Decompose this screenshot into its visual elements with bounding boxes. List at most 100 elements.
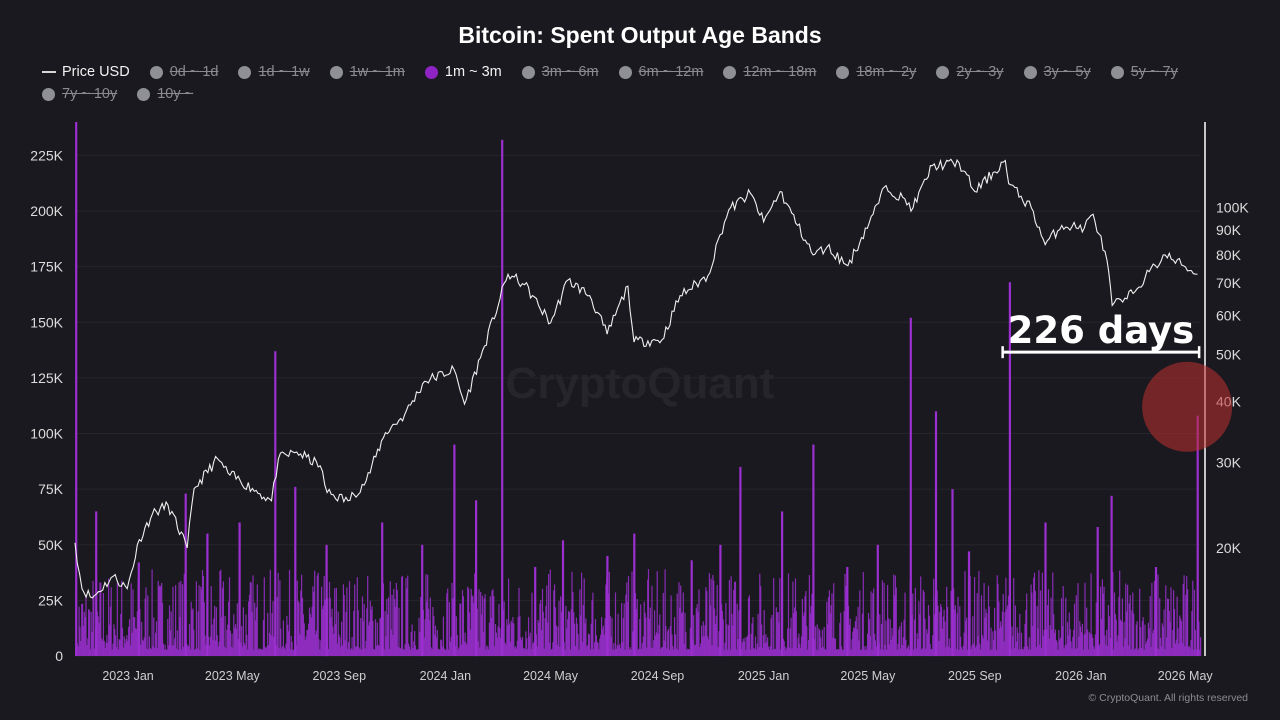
bar [827, 624, 829, 656]
bar [494, 646, 496, 656]
bar [513, 623, 515, 656]
legend-item-7[interactable]: 12m ~ 18m [723, 62, 816, 82]
bar [224, 616, 226, 656]
bar [1186, 576, 1188, 656]
bar [867, 613, 870, 656]
bar [961, 649, 963, 656]
bar [958, 649, 960, 656]
bar [1040, 590, 1042, 656]
legend-item-6[interactable]: 6m ~ 12m [618, 62, 703, 82]
bar [157, 580, 159, 656]
bar [443, 648, 445, 656]
bar [1053, 614, 1055, 656]
bar [296, 580, 298, 656]
bar-spike [238, 522, 241, 656]
bar [255, 607, 257, 656]
bar [997, 583, 999, 656]
bar [1022, 649, 1024, 656]
bar [438, 649, 440, 656]
bar [301, 574, 303, 656]
bar [1013, 647, 1016, 656]
bar [1123, 621, 1125, 656]
bar [195, 648, 197, 656]
bar [180, 580, 182, 656]
bar [1073, 629, 1075, 656]
bar [654, 610, 656, 656]
bar [89, 649, 91, 656]
bar [639, 619, 641, 656]
legend-item-5[interactable]: 3m ~ 6m [521, 62, 599, 82]
legend-item-4[interactable]: 1m ~ 3m [424, 62, 502, 82]
bar [1040, 647, 1043, 656]
bar [632, 631, 634, 656]
bar [920, 649, 923, 656]
y-left-tick-label: 150K [30, 314, 63, 330]
bar [1190, 639, 1192, 656]
bar [469, 629, 471, 656]
bar [448, 649, 450, 656]
legend-item-3[interactable]: 1w ~ 1m [329, 62, 405, 82]
bar [893, 574, 895, 656]
bar [1103, 586, 1105, 656]
legend-item-2[interactable]: 1d ~ 1w [238, 62, 310, 82]
bar [472, 596, 474, 656]
bar [301, 597, 304, 656]
legend-label: 18m ~ 2y [856, 64, 917, 80]
bar [658, 625, 660, 656]
bar [692, 639, 694, 656]
bar [574, 645, 577, 656]
bar [1087, 629, 1089, 656]
bar [671, 634, 673, 656]
legend-item-8[interactable]: 18m ~ 2y [836, 62, 916, 82]
bar [268, 645, 270, 656]
bar [880, 624, 883, 656]
bar [581, 642, 584, 656]
bar [110, 587, 112, 656]
bar [1090, 573, 1092, 656]
bar [762, 635, 764, 656]
bar [761, 647, 763, 656]
bar [964, 571, 966, 656]
bar [545, 605, 547, 656]
bar [860, 649, 862, 656]
bar [1078, 636, 1080, 656]
bar [344, 640, 346, 656]
bar [914, 619, 916, 656]
legend-item-11[interactable]: 5y ~ 7y [1110, 62, 1178, 82]
bar [724, 642, 726, 656]
bar [197, 611, 199, 656]
bar [372, 620, 374, 656]
bar [523, 647, 525, 656]
bar-spike [95, 511, 98, 656]
bar [101, 638, 103, 656]
bar [186, 644, 188, 656]
bar [212, 639, 214, 656]
bar [317, 572, 319, 656]
bar [974, 577, 976, 656]
bar [887, 618, 890, 656]
bar [913, 649, 915, 656]
bar [786, 647, 788, 656]
legend-item-12[interactable]: 7y ~ 10y [42, 84, 117, 104]
legend-item-9[interactable]: 2y ~ 3y [936, 62, 1004, 82]
bar [262, 620, 264, 656]
bar [433, 615, 435, 656]
bar [255, 620, 257, 656]
bar [465, 642, 467, 656]
bar [640, 604, 642, 656]
bar [432, 607, 434, 656]
legend-item-13[interactable]: 10y ~ [137, 84, 193, 104]
bar [1095, 602, 1097, 656]
bar-spike [381, 522, 384, 656]
bar [900, 648, 902, 656]
legend-item-1[interactable]: 0d ~ 1d [149, 62, 218, 82]
x-tick-label: 2023 May [205, 669, 261, 683]
bar [975, 645, 977, 656]
bar [1124, 638, 1126, 656]
bar [1051, 629, 1053, 656]
bar [940, 607, 943, 656]
legend-item-10[interactable]: 3y ~ 5y [1023, 62, 1091, 82]
bar [911, 614, 913, 656]
legend-item-0[interactable]: Price USD [42, 62, 130, 82]
bar [694, 644, 696, 656]
